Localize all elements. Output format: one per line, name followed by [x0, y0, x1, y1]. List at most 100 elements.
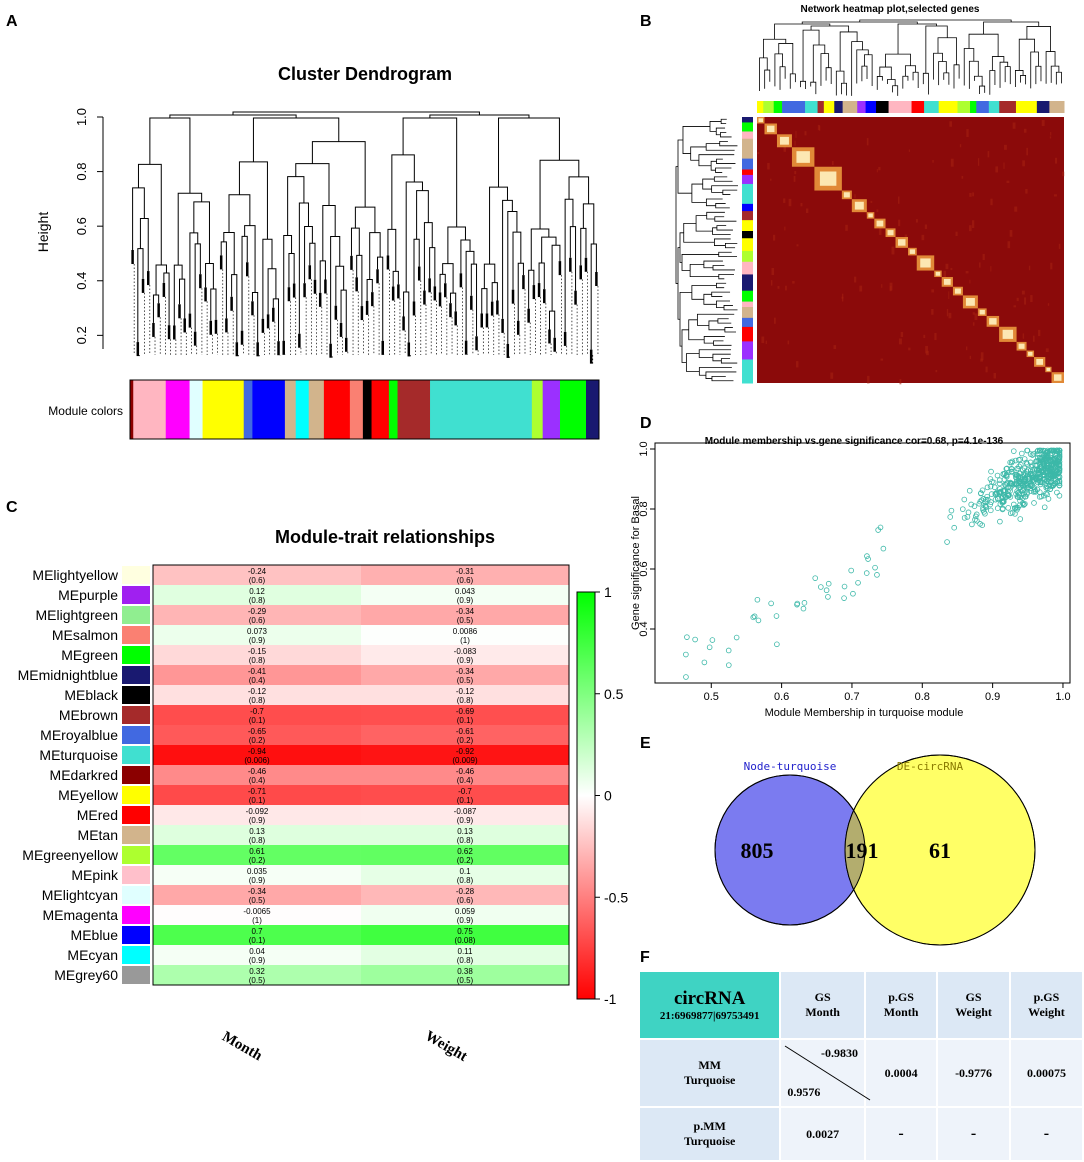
scatter-point — [988, 491, 995, 497]
network-left-color-segment — [742, 183, 753, 192]
module-trait-cell-pvalue: (0.4) — [249, 776, 266, 785]
panel-c-letter: C — [6, 499, 18, 516]
network-heatmap-noise — [995, 166, 999, 173]
network-left-color-segment — [742, 211, 753, 221]
dendrogram-branch — [498, 117, 560, 188]
dendrogram-branch — [210, 288, 217, 321]
module-trait-cell-pvalue: (0.9) — [249, 816, 266, 825]
module-trait-cell-corr: 0.13 — [249, 827, 265, 836]
scatter-point — [1020, 471, 1027, 477]
module-trait-cell-corr: -0.34 — [248, 887, 267, 896]
module-color-segment — [323, 380, 351, 439]
module-trait-cell-corr: -0.092 — [246, 807, 269, 816]
network-heatmap-noise — [805, 208, 809, 214]
scatter-point — [979, 487, 986, 494]
module-trait-cell — [153, 645, 361, 666]
network-heatmap-noise — [966, 129, 969, 137]
scatter-point — [1050, 447, 1057, 454]
network-top-branch — [897, 23, 937, 55]
network-heatmap-noise — [830, 372, 834, 379]
network-left-color-segment — [742, 274, 753, 292]
network-heatmap-noise — [1045, 348, 1049, 353]
network-heatmap-noise — [935, 369, 938, 373]
scatter-point — [991, 484, 998, 491]
network-heatmap-block-core — [920, 258, 931, 268]
cell-split-top: -0.9830 — [820, 1046, 858, 1060]
row-label-pmm-turquoise: p.MM Turquoise — [637, 1106, 782, 1162]
network-top-branch — [983, 21, 1040, 35]
module-color-swatch — [122, 866, 150, 884]
scatter-point — [1007, 510, 1014, 517]
network-heatmap-noise — [792, 281, 795, 284]
scatter-xlabel: Module Membership in turquoise module — [765, 707, 964, 719]
module-trait-cell-pvalue: (0.8) — [249, 596, 266, 605]
scatter-point — [825, 580, 832, 587]
network-heatmap-noise — [898, 338, 902, 345]
network-top-color-segment — [842, 101, 858, 113]
dendrogram-branch — [491, 282, 498, 302]
network-left-branch — [714, 216, 737, 222]
module-trait-cell-corr: 0.32 — [249, 967, 265, 976]
network-heatmap-block-core — [954, 288, 961, 294]
scatter-point — [997, 486, 1003, 492]
scatter-point — [1010, 501, 1017, 508]
network-left-branch — [696, 313, 735, 326]
network-heatmap-noise — [946, 308, 949, 317]
network-left-branch — [709, 121, 722, 132]
module-trait-cell — [153, 785, 361, 806]
network-top-branch — [968, 33, 999, 57]
scatter-point — [1030, 489, 1037, 495]
module-trait-cell-corr: 0.7 — [251, 927, 263, 936]
scatter-point — [994, 472, 1001, 479]
module-color-segment — [349, 380, 364, 439]
module-trait-cell-corr: 0.04 — [249, 947, 265, 956]
scatter-point — [1016, 463, 1022, 470]
module-trait-cell — [153, 565, 361, 586]
scatter-point — [800, 605, 807, 612]
scatter-point — [1024, 480, 1030, 486]
scatter-point — [1023, 459, 1030, 466]
scatter-point — [965, 509, 972, 516]
module-trait-cell-pvalue: (0.2) — [249, 736, 266, 745]
network-top-color-segment — [970, 101, 977, 113]
module-trait-cell — [153, 765, 361, 786]
panel-a-letter: A — [6, 13, 18, 30]
legend-color-bar — [576, 591, 596, 1000]
network-heatmap-noise — [1038, 329, 1041, 337]
scatter-point — [966, 487, 973, 494]
scatter-point — [774, 641, 780, 648]
module-trait-cell — [153, 625, 361, 646]
module-trait-cell-corr: -0.0065 — [243, 907, 271, 916]
network-top-branch — [887, 79, 896, 86]
dendrogram-branch — [429, 247, 436, 287]
network-heatmap-noise — [932, 159, 934, 163]
network-heatmap-title: Network heatmap plot,selected genes — [801, 4, 980, 15]
network-left-branch — [685, 353, 700, 372]
module-color-swatch — [122, 826, 150, 844]
dendrogram-branch — [564, 198, 574, 332]
module-trait-cell-corr: 0.61 — [249, 847, 265, 856]
scatter-point — [733, 634, 740, 641]
network-heatmap-noise — [859, 285, 863, 292]
network-left-branch — [681, 329, 689, 363]
network-heatmap-noise — [1032, 335, 1035, 342]
network-heatmap-noise — [889, 282, 893, 291]
network-left-branch — [705, 198, 723, 207]
network-top-color-segment — [1049, 101, 1065, 113]
scatter-point — [1056, 450, 1063, 457]
network-top-branch — [1035, 65, 1042, 85]
network-heatmap-noise — [881, 284, 883, 288]
module-trait-cell-pvalue: (0.5) — [457, 976, 474, 985]
module-color-swatch — [122, 766, 150, 784]
panel-b: B Network heatmap plot,selected genes — [640, 4, 1065, 385]
dendrogram-branch — [423, 222, 433, 291]
table-cell: - — [1008, 1106, 1084, 1162]
dendrogram-branch — [582, 203, 595, 244]
module-row-label: MEpurple — [58, 587, 118, 603]
module-trait-cell-corr: 0.13 — [457, 827, 473, 836]
scatter-point — [1024, 471, 1031, 478]
module-trait-cell — [361, 725, 569, 746]
scatter-point — [974, 517, 980, 524]
network-left-color-segment — [742, 250, 753, 263]
dendrogram-branch — [173, 264, 183, 326]
